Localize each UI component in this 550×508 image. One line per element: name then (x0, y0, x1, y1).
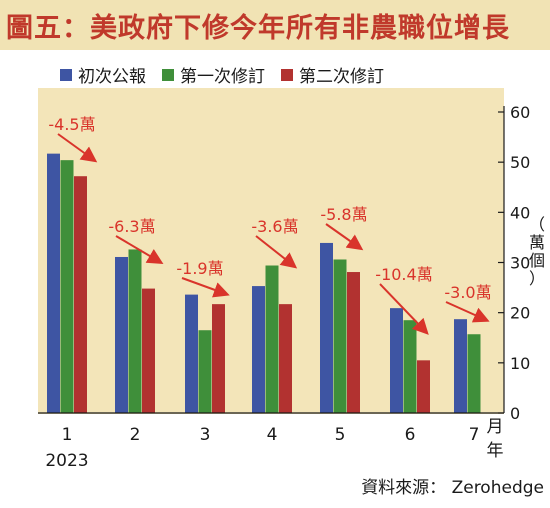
bar-2-cat-7 (467, 334, 481, 413)
legend-label-second-revision: 第二次修訂 (299, 67, 384, 87)
bar-1-cat-6 (390, 308, 403, 413)
change-arrow (115, 235, 164, 265)
bar-3-cat-1 (74, 176, 87, 413)
bar-2-cat-3 (198, 330, 212, 413)
change-annotation: -1.9萬 (176, 259, 223, 278)
y-tick-label: 30 (510, 254, 530, 273)
chart-title: 圖五：美政府下修今年所有非農職位增長 (6, 13, 510, 44)
x-tick-label: 1 (62, 425, 73, 445)
bar-3-cat-2 (142, 288, 155, 413)
y-tick-label: 20 (510, 304, 530, 323)
bar-2-cat-2 (128, 249, 142, 413)
bar-2-cat-1 (60, 160, 74, 413)
bar-2-cat-6 (403, 320, 417, 413)
bar-2-cat-5 (333, 259, 347, 413)
bar-1-cat-1 (47, 153, 60, 413)
legend-item-first-revision: 第一次修訂 (162, 62, 265, 87)
title-bar (0, 0, 550, 50)
bar-3-cat-6 (417, 360, 430, 413)
y-axis-unit-text: 萬個 (528, 233, 545, 270)
legend-label-first-revision: 第一次修訂 (180, 67, 265, 87)
change-arrow (379, 283, 429, 335)
source-note: 資料來源： Zerohedge (361, 478, 544, 498)
y-tick-label: 40 (510, 203, 530, 222)
x-tick-label: 7 (469, 425, 480, 445)
x-tick-label: 2 (130, 425, 141, 445)
y-axis-unit-label: （萬個） (528, 215, 545, 288)
change-arrow (57, 133, 98, 163)
x-axis-month-label: 月 (486, 417, 504, 437)
x-tick-label: 3 (200, 425, 211, 445)
bar-1-cat-5 (320, 242, 333, 413)
y-tick-label: 60 (510, 103, 530, 122)
bar-3-cat-5 (347, 272, 360, 413)
change-annotation: -5.8萬 (320, 205, 367, 224)
bar-1-cat-3 (185, 294, 198, 413)
x-tick-label: 6 (405, 425, 416, 445)
bar-3-cat-4 (279, 304, 292, 413)
change-annotation: -3.6萬 (251, 217, 298, 236)
change-annotation: -3.0萬 (444, 283, 491, 302)
legend-swatch-initial (60, 68, 72, 81)
x-tick-label: 4 (267, 425, 278, 445)
bar-3-cat-3 (212, 304, 225, 413)
legend-swatch-first-revision (162, 68, 174, 81)
bar-2-cat-4 (265, 265, 279, 413)
change-annotation: -10.4萬 (375, 265, 432, 284)
change-annotation: -6.3萬 (108, 217, 155, 236)
x-year-label: 2023 (45, 451, 88, 471)
legend-item-initial: 初次公報 (60, 62, 146, 87)
x-axis-year-label: 年 (486, 441, 504, 461)
y-tick-label: 50 (510, 153, 530, 172)
legend-item-second-revision: 第二次修訂 (281, 62, 384, 87)
change-arrow (181, 277, 230, 298)
x-tick-label: 5 (335, 425, 346, 445)
bar-1-cat-7 (454, 319, 467, 413)
legend-swatch-second-revision (281, 68, 293, 81)
bar-1-cat-2 (115, 256, 128, 413)
change-arrow (325, 223, 364, 251)
bar-1-cat-4 (252, 286, 265, 413)
change-arrow (255, 235, 298, 269)
y-tick-label: 10 (510, 354, 530, 373)
change-arrow (445, 301, 490, 323)
legend-label-initial: 初次公報 (78, 67, 146, 87)
change-annotation: -4.5萬 (48, 115, 95, 134)
legend: 初次公報 第一次修訂 第二次修訂 (60, 62, 384, 87)
y-tick-label: 0 (510, 404, 520, 423)
